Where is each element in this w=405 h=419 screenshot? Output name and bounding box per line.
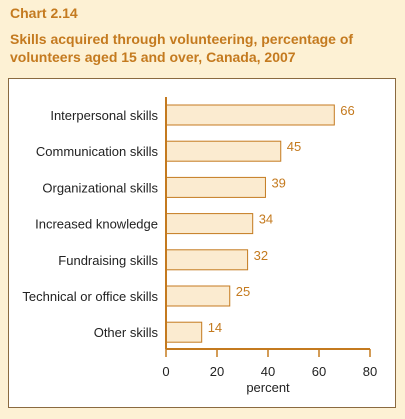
value-label-increased-knowledge: 34 — [259, 212, 273, 227]
value-label-organizational-skills: 39 — [271, 175, 285, 190]
chart-panel — [8, 78, 396, 408]
bar-interpersonal-skills — [165, 104, 335, 126]
x-tick-label-40: 40 — [261, 364, 275, 379]
category-label-increased-knowledge: Increased knowledge — [35, 217, 158, 232]
category-label-interpersonal-skills: Interpersonal skills — [50, 108, 158, 123]
x-tick-label-20: 20 — [210, 364, 224, 379]
bar-fundraising-skills — [165, 249, 249, 271]
category-label-fundraising-skills: Fundraising skills — [58, 253, 158, 268]
x-axis-title: percent — [246, 380, 290, 395]
bar-communication-skills — [165, 140, 282, 162]
category-label-communication-skills: Communication skills — [36, 144, 159, 159]
bar-other-skills — [165, 321, 203, 343]
category-label-technical-or-office-skills: Technical or office skills — [22, 289, 158, 304]
bar-technical-or-office-skills — [165, 285, 231, 307]
axes-group: 0 20 40 60 80 percent — [162, 97, 377, 395]
x-tick-label-0: 0 — [162, 364, 169, 379]
value-label-other-skills: 14 — [208, 320, 222, 335]
value-label-communication-skills: 45 — [287, 139, 301, 154]
bar-increased-knowledge — [165, 213, 254, 235]
category-label-organizational-skills: Organizational skills — [42, 180, 158, 195]
x-tick-label-60: 60 — [312, 364, 326, 379]
value-label-fundraising-skills: 32 — [254, 248, 268, 263]
chart-title: Skills acquired through volunteering, pe… — [10, 31, 354, 65]
x-tick-label-80: 80 — [363, 364, 377, 379]
bars-group: Interpersonal skills 66 Communication skil… — [22, 103, 355, 343]
category-label-other-skills: Other skills — [94, 325, 159, 340]
value-label-technical-or-office-skills: 25 — [236, 284, 250, 299]
bar-organizational-skills — [165, 176, 266, 198]
chart-number: Chart 2.14 — [10, 5, 78, 21]
value-label-interpersonal-skills: 66 — [340, 103, 354, 118]
